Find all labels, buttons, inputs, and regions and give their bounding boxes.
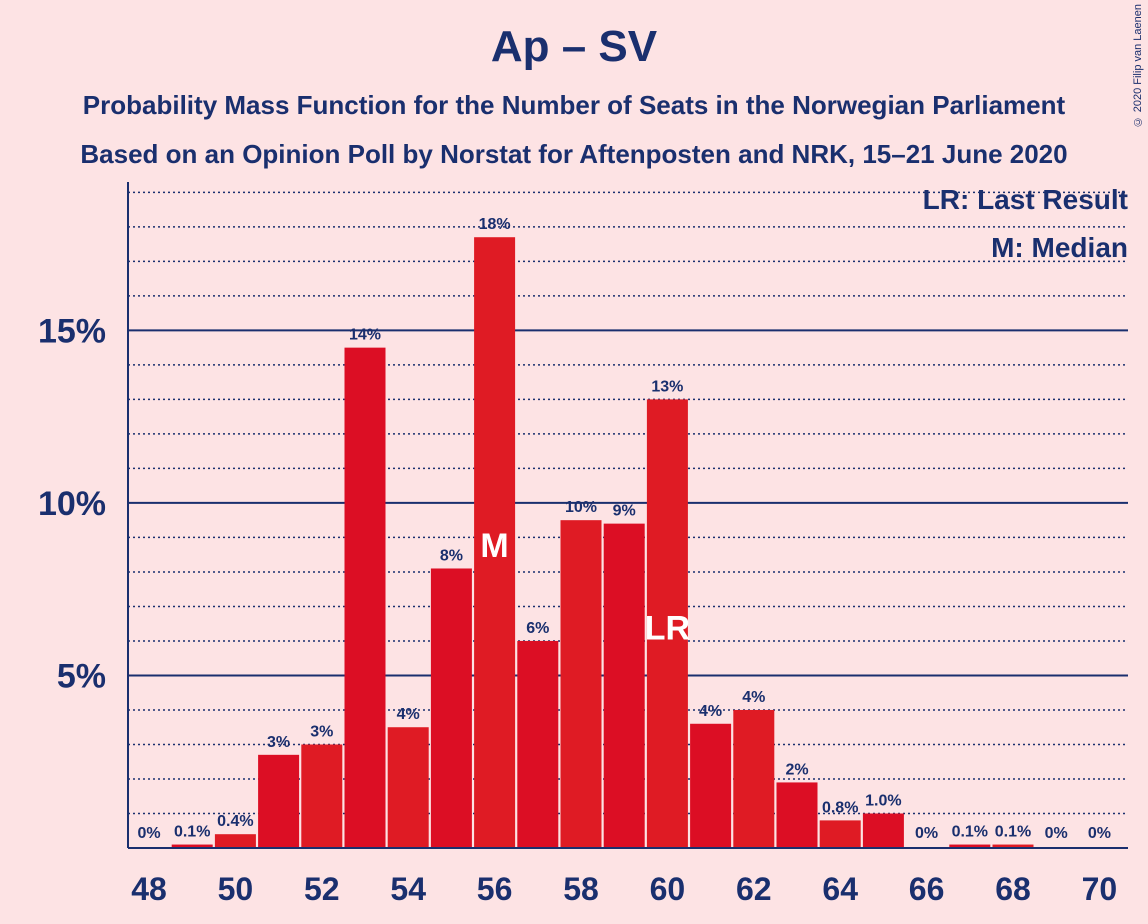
bar-value-label: 13% [651, 378, 683, 395]
bar-seats-65 [863, 813, 904, 848]
bar-value-label: 0.1% [174, 824, 210, 841]
bar-value-label: 0% [1045, 825, 1068, 842]
bar-value-label: 0.1% [952, 824, 988, 841]
bar-value-label: 3% [310, 723, 333, 740]
marker-m: M [480, 527, 508, 565]
y-tick-label: 15% [38, 312, 106, 350]
bar-seats-54 [388, 727, 429, 848]
x-tick-label: 70 [1082, 871, 1118, 907]
bar-seats-51 [258, 755, 299, 848]
bar-value-label: 6% [526, 620, 549, 637]
bar-seats-50 [215, 834, 256, 848]
bar-value-label: 10% [565, 499, 597, 516]
bar-value-label: 1.0% [865, 792, 901, 809]
bar-value-label: 0% [137, 825, 160, 842]
bar-value-label: 0% [915, 825, 938, 842]
bar-seats-53 [345, 348, 386, 848]
bar-value-label: 4% [699, 703, 722, 720]
bar-value-label: 18% [479, 216, 511, 233]
bar-seats-58 [561, 520, 602, 848]
bar-seats-62 [733, 710, 774, 848]
bar-value-label: 2% [785, 761, 808, 778]
bar-value-label: 8% [440, 547, 463, 564]
bars [172, 237, 1034, 848]
bar-value-label: 14% [349, 327, 381, 344]
bar-seats-59 [604, 524, 645, 848]
bar-seats-63 [777, 782, 818, 848]
y-tick-label: 5% [57, 657, 106, 695]
x-tick-label: 66 [909, 871, 945, 907]
bar-value-label: 4% [397, 706, 420, 723]
x-tick-label: 48 [131, 871, 167, 907]
x-tick-label: 50 [218, 871, 254, 907]
x-tick-label: 64 [822, 871, 858, 907]
x-tick-label: 62 [736, 871, 772, 907]
bar-value-label: 4% [742, 689, 765, 706]
x-tick-label: 52 [304, 871, 340, 907]
x-tick-label: 60 [650, 871, 686, 907]
y-tick-label: 10% [38, 485, 106, 523]
bar-value-label: 0% [1088, 825, 1111, 842]
x-tick-label: 68 [995, 871, 1031, 907]
bar-seats-57 [517, 641, 558, 848]
x-tick-label: 56 [477, 871, 513, 907]
bar-value-label: 9% [613, 503, 636, 520]
bar-seats-61 [690, 724, 731, 848]
x-tick-label: 54 [390, 871, 426, 907]
bar-value-label: 3% [267, 734, 290, 751]
bar-value-label: 0.8% [822, 799, 858, 816]
marker-lr: LR [645, 609, 690, 647]
bar-seats-55 [431, 568, 472, 848]
bar-value-label: 0.1% [995, 824, 1031, 841]
bar-value-label: 0.4% [217, 813, 253, 830]
x-tick-label: 58 [563, 871, 599, 907]
bar-seats-52 [301, 744, 342, 848]
bar-seats-64 [820, 820, 861, 848]
